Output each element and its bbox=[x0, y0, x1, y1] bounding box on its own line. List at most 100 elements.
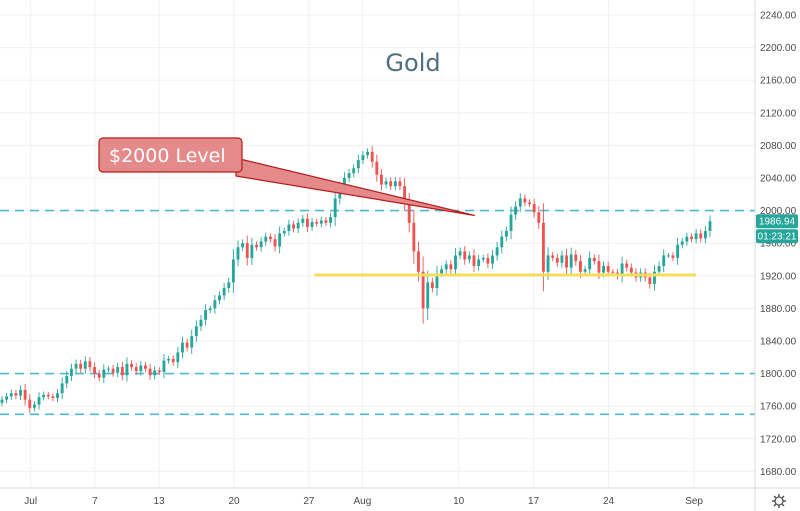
candle bbox=[347, 168, 351, 183]
candle bbox=[454, 248, 457, 277]
candle bbox=[380, 168, 383, 191]
candle-body bbox=[403, 186, 407, 203]
candle bbox=[352, 164, 356, 178]
candle bbox=[69, 363, 73, 382]
candle bbox=[111, 364, 115, 377]
candle-body bbox=[51, 396, 55, 399]
candle-body bbox=[481, 257, 485, 260]
candle bbox=[666, 252, 670, 258]
candle bbox=[444, 260, 448, 274]
candle bbox=[176, 346, 180, 369]
candle-body bbox=[620, 263, 624, 276]
candle bbox=[491, 250, 494, 269]
candle bbox=[592, 254, 596, 265]
candle-body bbox=[106, 368, 110, 370]
candle bbox=[703, 225, 707, 244]
candle bbox=[171, 355, 175, 366]
candle-body bbox=[148, 368, 152, 376]
x-tick-label: 20 bbox=[228, 496, 240, 507]
candle bbox=[273, 234, 277, 252]
candle bbox=[14, 389, 18, 399]
candle-body bbox=[319, 220, 323, 224]
candle bbox=[296, 218, 300, 233]
candle-body bbox=[116, 367, 120, 373]
candle-body bbox=[694, 233, 698, 240]
candle bbox=[19, 385, 22, 401]
candle bbox=[9, 389, 13, 401]
gear-icon[interactable] bbox=[772, 494, 786, 508]
candle-body bbox=[426, 282, 430, 309]
candle-body bbox=[37, 397, 41, 405]
candle bbox=[481, 254, 485, 263]
candle bbox=[449, 260, 453, 274]
candle-body bbox=[282, 230, 286, 234]
candle bbox=[662, 249, 666, 273]
candle-body bbox=[231, 259, 235, 283]
candle bbox=[509, 206, 513, 240]
candle-body bbox=[130, 363, 134, 368]
candle bbox=[500, 230, 504, 254]
x-tick-label: 27 bbox=[303, 496, 315, 507]
candle-body bbox=[167, 358, 171, 361]
candle-body bbox=[509, 214, 513, 231]
candle bbox=[74, 359, 78, 373]
candle bbox=[375, 154, 379, 182]
candle-body bbox=[532, 204, 536, 213]
candle bbox=[194, 320, 198, 342]
callout-pointer bbox=[235, 157, 475, 217]
candle bbox=[532, 198, 536, 218]
candle bbox=[264, 232, 268, 246]
candle-body bbox=[504, 230, 508, 237]
candle-body bbox=[65, 376, 69, 384]
candle-body bbox=[699, 233, 703, 239]
candle bbox=[148, 363, 152, 380]
callout-label: $2000 Level bbox=[109, 145, 226, 167]
candle-body bbox=[28, 399, 32, 408]
chart-title: Gold bbox=[385, 49, 440, 77]
candle-body bbox=[199, 319, 203, 327]
candle-body bbox=[583, 269, 587, 272]
candle-body bbox=[555, 257, 559, 263]
candle-body bbox=[444, 264, 448, 270]
candle-body bbox=[602, 266, 606, 273]
candle bbox=[315, 218, 319, 227]
candle-body bbox=[46, 394, 50, 397]
candle-body bbox=[463, 251, 467, 260]
candle bbox=[208, 305, 212, 314]
candle bbox=[282, 227, 286, 237]
x-tick-label: 24 bbox=[603, 496, 615, 507]
candle-body bbox=[370, 151, 374, 162]
candle-body bbox=[541, 222, 545, 272]
candle-body bbox=[259, 241, 263, 248]
candle-body bbox=[292, 224, 295, 229]
candle-body bbox=[9, 393, 13, 397]
candle-body bbox=[69, 368, 73, 377]
countdown-label: 01:23:21 bbox=[758, 232, 797, 243]
y-tick-label: 1680.00 bbox=[760, 467, 797, 478]
candle-body bbox=[273, 239, 277, 247]
candle bbox=[37, 392, 41, 410]
candle-body bbox=[523, 198, 527, 203]
y-tick-label: 2080.00 bbox=[760, 141, 797, 152]
candle-body bbox=[347, 173, 351, 178]
candle-body bbox=[384, 181, 388, 185]
candle-body bbox=[310, 222, 314, 227]
candle bbox=[671, 252, 675, 262]
candle-body bbox=[88, 361, 92, 368]
candle-body bbox=[690, 236, 693, 240]
candle bbox=[241, 239, 245, 252]
candle-body bbox=[60, 383, 64, 394]
candle-body bbox=[93, 367, 96, 374]
candle-body bbox=[176, 352, 180, 363]
candle bbox=[421, 256, 425, 324]
candle bbox=[83, 356, 87, 374]
candle-body bbox=[430, 282, 434, 289]
candle bbox=[199, 315, 203, 332]
candle bbox=[708, 215, 712, 237]
candle-body bbox=[666, 255, 670, 257]
candle-body bbox=[241, 243, 245, 248]
candle-body bbox=[324, 220, 328, 223]
candle-body bbox=[287, 224, 291, 231]
x-tick-label: 10 bbox=[453, 496, 465, 507]
candle-body bbox=[625, 263, 629, 268]
